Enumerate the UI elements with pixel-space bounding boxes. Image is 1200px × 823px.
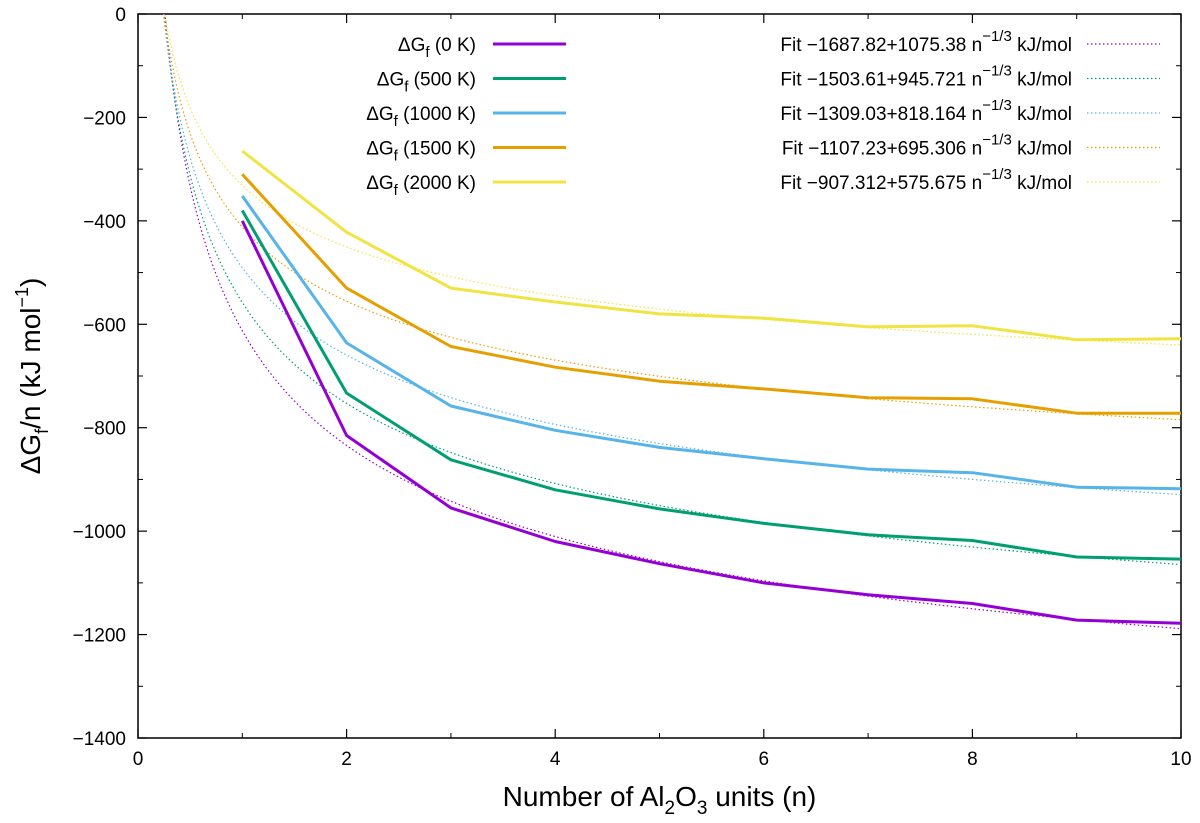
- legend-fit-label: Fit −907.312+575.675 n−1/3 kJ/mol: [780, 166, 1072, 194]
- y-tick-label: −200: [83, 108, 126, 129]
- legend-fit-label: Fit −1503.61+945.721 n−1/3 kJ/mol: [780, 63, 1072, 91]
- fit-curve: [163, 14, 1181, 566]
- x-tick-label: 8: [967, 749, 978, 770]
- legend-fit-label: Fit −1309.03+818.164 n−1/3 kJ/mol: [780, 97, 1072, 125]
- x-tick-label: 10: [1170, 749, 1191, 770]
- x-tick-label: 2: [341, 749, 352, 770]
- x-axis-title: Number of Al2O3 units (n): [503, 781, 817, 819]
- fit-curve: [164, 14, 1181, 346]
- fit-curve: [164, 14, 1181, 630]
- y-tick-label: −1000: [73, 522, 126, 543]
- fit-curve: [163, 14, 1181, 421]
- series-line: [240, 220, 1181, 625]
- fit-curve: [162, 14, 1181, 496]
- legend-fits: Fit −1687.82+1075.38 n−1/3 kJ/mol Fit −15…: [780, 28, 1160, 194]
- legend-fit-label: Fit −1107.23+695.306 n−1/3 kJ/mol: [782, 132, 1072, 160]
- y-tick-label: −1200: [73, 626, 126, 647]
- axis-ticks: 0 2 4 6 8 10 0 −200 −400 −600 −800 −1000 −1200 −1400: [73, 5, 1192, 770]
- x-tick-label: 4: [550, 749, 561, 770]
- series-line: [241, 173, 1181, 415]
- legend-series-label: ΔGf (1500 K): [366, 139, 476, 165]
- data-series: [240, 149, 1181, 625]
- legend-series-label: ΔGf (1000 K): [366, 104, 476, 130]
- series-line: [240, 209, 1181, 561]
- y-tick-label: −600: [83, 315, 126, 336]
- series-line: [241, 195, 1181, 491]
- legend-series: ΔGf (0 K) ΔGf (500 K) ΔGf (1000 K) ΔGf (150…: [366, 35, 566, 199]
- series-line: [241, 149, 1181, 342]
- legend-series-label: ΔGf (2000 K): [366, 173, 476, 199]
- x-tick-label: 0: [133, 749, 144, 770]
- y-axis-title: ΔGf/n (kJ mol−1): [12, 278, 52, 475]
- legend-series-label: ΔGf (500 K): [377, 70, 476, 96]
- y-tick-label: 0: [115, 5, 126, 26]
- x-tick-label: 6: [759, 749, 770, 770]
- legend-series-label: ΔGf (0 K): [398, 35, 476, 61]
- legend-fit-label: Fit −1687.82+1075.38 n−1/3 kJ/mol: [780, 28, 1072, 56]
- y-tick-label: −800: [83, 419, 126, 440]
- fit-curves: [162, 14, 1181, 630]
- y-tick-label: −400: [83, 212, 126, 233]
- y-tick-label: −1400: [73, 729, 126, 750]
